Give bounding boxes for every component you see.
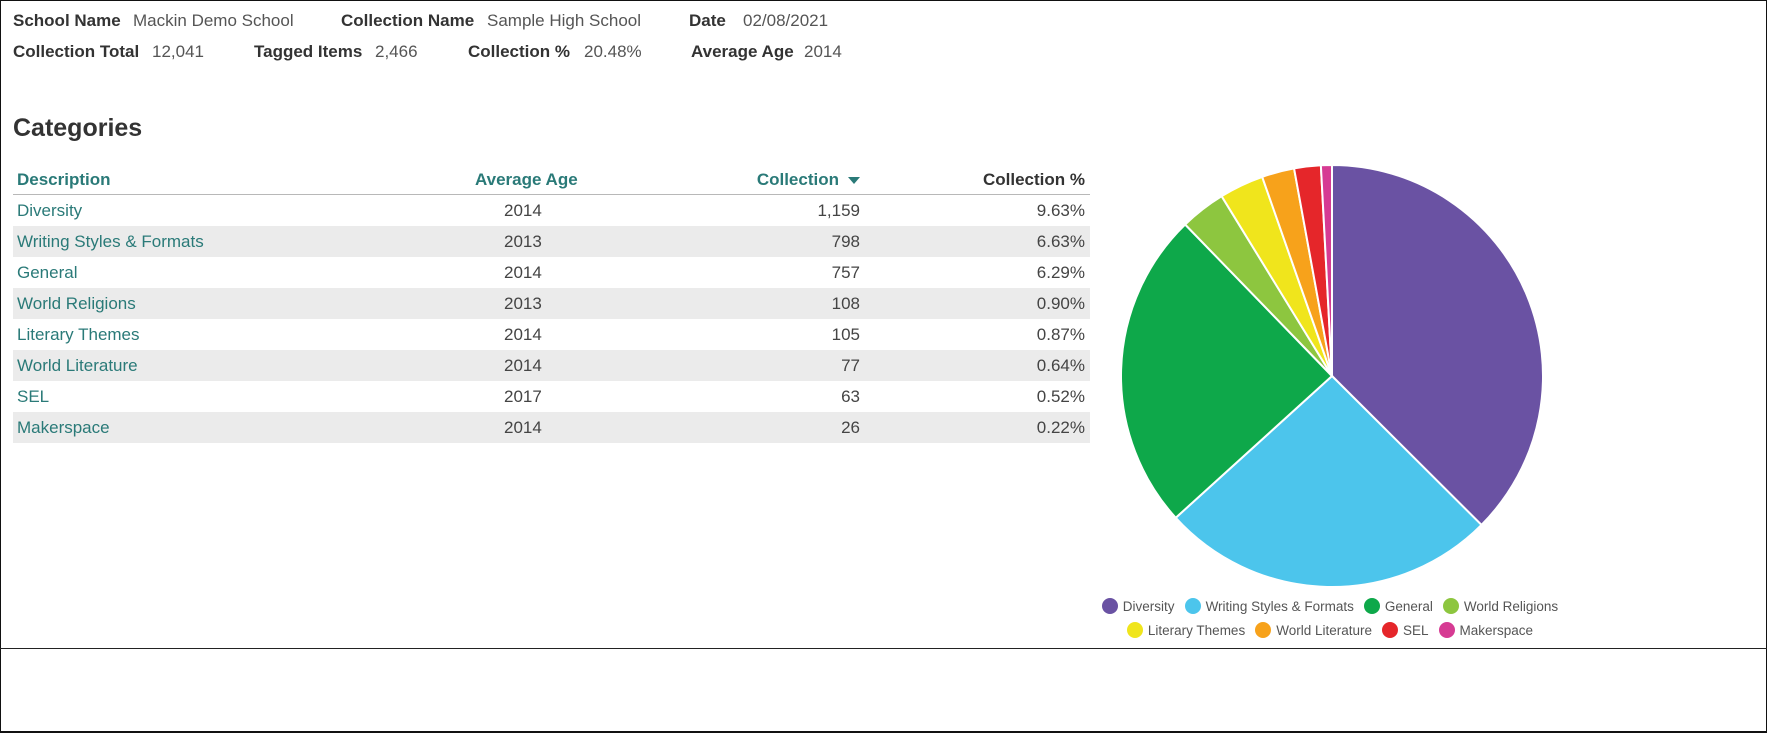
row-collection-pct: 0.90% — [1036, 294, 1085, 313]
legend-item[interactable]: SEL — [1382, 622, 1429, 638]
collection-total-value: 12,041 — [152, 42, 204, 61]
collection-name-label: Collection Name — [341, 11, 475, 30]
legend-swatch-icon — [1184, 598, 1201, 614]
row-description-link[interactable]: World Religions — [17, 294, 136, 313]
pie-slice-writing-styles-formats[interactable] — [1174, 374, 1483, 588]
legend-item[interactable]: Diversity — [1101, 598, 1175, 614]
table-header: Description Average Age Collection Colle… — [13, 164, 1090, 195]
header-collection[interactable]: Collection — [757, 169, 860, 191]
tagged-items-value: 2,466 — [375, 42, 418, 61]
legend-label: Makerspace — [1459, 622, 1534, 638]
legend-swatch-icon — [1438, 622, 1455, 638]
row-collection-pct: 6.29% — [1036, 263, 1085, 282]
legend-swatch-icon — [1101, 598, 1118, 614]
row-description-link[interactable]: Makerspace — [17, 418, 110, 437]
legend-row-1: Diversity Writing Styles & Formats General… — [1095, 594, 1565, 618]
row-average-age: 2014 — [504, 201, 542, 220]
caret-down-icon[interactable] — [848, 176, 860, 184]
row-collection: 108 — [831, 294, 860, 313]
legend-label: Diversity — [1122, 598, 1175, 614]
legend-item[interactable]: Makerspace — [1438, 622, 1534, 638]
categories-table: Description Average Age Collection Colle… — [13, 164, 1090, 443]
row-average-age: 2013 — [504, 232, 542, 251]
row-collection: 1,159 — [817, 201, 860, 220]
chart-legend: Diversity Writing Styles & Formats General… — [1095, 594, 1565, 642]
collection-pct-value: 20.48% — [584, 42, 642, 61]
legend-label: Literary Themes — [1147, 622, 1246, 638]
row-collection-pct: 0.64% — [1036, 356, 1085, 375]
legend-label: General — [1384, 598, 1433, 614]
legend-item[interactable]: World Religions — [1442, 598, 1559, 614]
row-average-age: 2013 — [504, 294, 542, 313]
average-age-value: 2014 — [804, 42, 842, 61]
school-name-value: Mackin Demo School — [133, 11, 294, 30]
row-average-age: 2014 — [504, 325, 542, 344]
school-name-label: School Name — [13, 11, 121, 30]
row-collection-pct: 0.87% — [1036, 325, 1085, 344]
header-average-age[interactable]: Average Age — [475, 170, 578, 189]
collection-name-value: Sample High School — [487, 11, 642, 30]
row-description-link[interactable]: Writing Styles & Formats — [17, 232, 204, 251]
row-collection-pct: 6.63% — [1036, 232, 1085, 251]
table-row: Makerspace 2014 26 0.22% — [13, 412, 1090, 443]
average-age-label: Average Age — [691, 42, 794, 61]
table-row: General 2014 757 6.29% — [13, 257, 1090, 288]
pie-slice-makerspace[interactable] — [1319, 164, 1333, 377]
table-row: Writing Styles & Formats 2013 798 6.63% — [13, 226, 1090, 257]
row-collection: 63 — [841, 387, 860, 406]
row-description-link[interactable]: SEL — [17, 387, 50, 406]
row-average-age: 2014 — [504, 263, 542, 282]
legend-item[interactable]: Writing Styles & Formats — [1184, 598, 1354, 614]
bottom-divider — [0, 648, 1767, 649]
date-label: Date — [689, 11, 726, 30]
table-row: Diversity 2014 1,159 9.63% — [13, 195, 1090, 226]
legend-item[interactable]: General — [1363, 598, 1433, 614]
tagged-items-label: Tagged Items — [254, 42, 363, 61]
header-description[interactable]: Description — [17, 170, 111, 189]
pie-slice-general[interactable] — [1120, 223, 1334, 520]
header-collection-label: Collection — [756, 170, 839, 189]
legend-swatch-icon — [1442, 598, 1459, 614]
collection-pct-label: Collection % — [468, 42, 571, 61]
row-description-link[interactable]: Diversity — [17, 201, 83, 220]
header-collection-pct[interactable]: Collection % — [982, 170, 1085, 189]
row-average-age: 2014 — [504, 356, 542, 375]
table-row: World Literature 2014 77 0.64% — [13, 350, 1090, 381]
row-collection: 26 — [841, 418, 860, 437]
row-collection: 105 — [831, 325, 860, 344]
legend-label: World Religions — [1463, 598, 1559, 614]
row-collection: 798 — [831, 232, 860, 251]
legend-label: SEL — [1403, 622, 1429, 638]
legend-swatch-icon — [1382, 622, 1398, 638]
row-collection-pct: 0.52% — [1036, 387, 1085, 406]
legend-item[interactable]: Literary Themes — [1126, 622, 1246, 638]
legend-item[interactable]: World Literature — [1255, 622, 1372, 638]
row-description-link[interactable]: General — [17, 263, 78, 282]
row-average-age: 2014 — [504, 418, 542, 437]
legend-swatch-icon — [1363, 598, 1380, 614]
row-collection: 77 — [841, 356, 860, 375]
row-collection-pct: 0.22% — [1036, 418, 1085, 437]
row-description-link[interactable]: World Literature — [17, 356, 138, 375]
categories-heading: Categories — [13, 114, 143, 142]
legend-swatch-icon — [1255, 622, 1272, 638]
table-row: SEL 2017 63 0.52% — [13, 381, 1090, 412]
row-description-link[interactable]: Literary Themes — [17, 325, 140, 344]
category-pie-chart — [1120, 164, 1544, 588]
legend-label: Writing Styles & Formats — [1205, 598, 1354, 614]
legend-row-2: Literary Themes World Literature SEL Makers… — [1095, 618, 1565, 642]
collection-total-label: Collection Total — [13, 42, 140, 61]
row-average-age: 2017 — [504, 387, 542, 406]
table-body: Diversity 2014 1,159 9.63% Writing Style… — [13, 195, 1090, 443]
pie-slice-diversity[interactable] — [1331, 164, 1544, 527]
legend-swatch-icon — [1126, 622, 1143, 638]
row-collection-pct: 9.63% — [1036, 201, 1085, 220]
table-row: World Religions 2013 108 0.90% — [13, 288, 1090, 319]
table-row: Literary Themes 2014 105 0.87% — [13, 319, 1090, 350]
date-value: 02/08/2021 — [743, 11, 829, 30]
legend-label: World Literature — [1276, 622, 1372, 638]
row-collection: 757 — [831, 263, 860, 282]
